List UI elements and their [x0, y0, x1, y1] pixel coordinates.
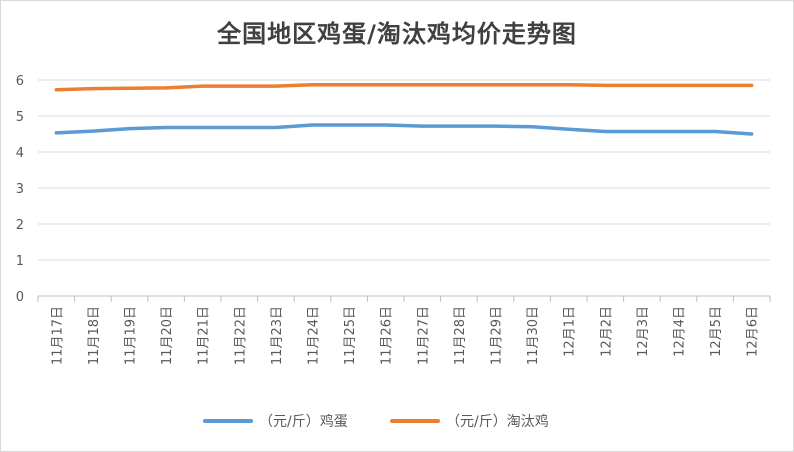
x-tick-label: 11月30日 [526, 306, 541, 365]
x-tick-label: 11月21日 [197, 306, 212, 365]
x-tick-label: 11月20日 [160, 306, 175, 365]
y-tick-label: 5 [16, 110, 24, 125]
y-axis-ticks: 0 1 2 3 4 5 6 [16, 74, 24, 305]
legend-label: （元/斤）鸡蛋 [259, 413, 348, 430]
x-tick-label: 11月23日 [270, 306, 285, 365]
y-tick-label: 6 [16, 74, 24, 89]
series-line-2 [54, 82, 754, 92]
x-tick-label: 11月27日 [416, 306, 431, 365]
x-tick-label: 12月6日 [746, 306, 761, 357]
y-tick-label: 4 [16, 146, 24, 161]
legend-label: （元/斤）淘汰鸡 [446, 413, 549, 430]
x-tick-label: 12月5日 [709, 306, 724, 357]
x-tick-label: 11月29日 [490, 306, 505, 365]
y-tick-label: 1 [16, 254, 24, 269]
x-tick-label: 11月22日 [233, 306, 248, 365]
x-tick-label: 11月25日 [343, 306, 358, 365]
x-tick-label: 12月3日 [636, 306, 651, 357]
y-tick-label: 0 [16, 290, 24, 305]
y-tick-label: 2 [16, 218, 24, 233]
gridlines [38, 79, 770, 297]
x-tick-label: 11月24日 [307, 306, 322, 365]
series-line-1 [54, 123, 754, 136]
x-tick-label: 12月1日 [563, 306, 578, 357]
x-tick-label: 11月26日 [380, 306, 395, 365]
x-tick-label: 11月19日 [124, 306, 139, 365]
chart-title: 全国地区鸡蛋/淘汰鸡均价走势图 [217, 20, 577, 48]
x-axis-ticks: 11月17日 11月18日 11月19日 11月20日 11月21日 11月22日 11月2… [37, 296, 771, 365]
y-tick-label: 3 [16, 182, 24, 197]
x-tick-label: 12月2日 [599, 306, 614, 357]
x-tick-label: 11月17日 [50, 306, 65, 365]
x-tick-label: 11月28日 [453, 306, 468, 365]
legend: （元/斤）鸡蛋 （元/斤）淘汰鸡 [203, 413, 549, 430]
x-tick-label: 11月18日 [87, 306, 102, 365]
x-tick-label: 12月4日 [673, 306, 688, 357]
series-lines [54, 82, 754, 136]
